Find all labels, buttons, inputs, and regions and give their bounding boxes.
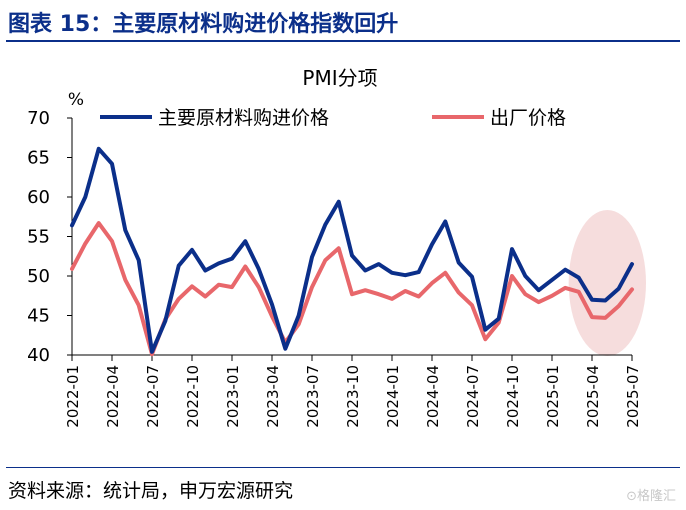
x-tick-label: 2025-07 xyxy=(624,365,642,428)
series-line xyxy=(70,221,634,357)
x-tick-label: 2023-10 xyxy=(344,365,362,428)
figure-title: 图表 15：主要原材料购进价格指数回升 xyxy=(8,12,399,37)
x-tick-label: 2022-10 xyxy=(184,365,202,428)
chart-title: PMI分项 xyxy=(302,66,377,90)
series-lines xyxy=(70,146,634,357)
x-tick-label: 2024-07 xyxy=(464,365,482,428)
x-tick-label: 2024-04 xyxy=(424,365,442,428)
title-divider xyxy=(6,40,680,42)
series-line xyxy=(70,146,634,354)
highlight-ellipse xyxy=(568,210,646,356)
x-tick-label: 2022-01 xyxy=(64,365,82,428)
legend: 主要原材料购进价格 出厂价格 xyxy=(100,107,566,129)
x-tick-label: 2023-04 xyxy=(264,365,282,428)
source-note: 资料来源：统计局，申万宏源研究 xyxy=(8,480,294,502)
x-axis: 2022-01 2022-04 2022-07 2022-10 2023-01 2023-… xyxy=(64,354,642,428)
legend-label: 主要原材料购进价格 xyxy=(158,107,329,129)
y-tick-label: 65 xyxy=(27,148,50,169)
x-tick-label: 2022-07 xyxy=(144,365,162,428)
y-unit-label: % xyxy=(68,90,84,110)
x-tick-label: 2025-04 xyxy=(584,365,602,428)
y-tick-label: 50 xyxy=(27,266,50,287)
x-tick-label: 2024-10 xyxy=(504,365,522,428)
watermark-text: 格隆汇 xyxy=(636,489,676,504)
y-axis: 40 45 50 55 60 65 70 xyxy=(27,108,73,366)
y-tick-label: 60 xyxy=(27,187,50,208)
x-tick-label: 2023-07 xyxy=(304,365,322,428)
y-tick-label: 55 xyxy=(27,227,50,248)
y-tick-label: 40 xyxy=(27,345,50,366)
y-tick-label: 70 xyxy=(27,108,50,129)
y-tick-label: 45 xyxy=(27,306,50,327)
x-tick-label: 2024-01 xyxy=(384,365,402,428)
x-tick-label: 2023-01 xyxy=(224,365,242,428)
x-tick-label: 2022-04 xyxy=(104,365,122,428)
x-tick-label: 2025-01 xyxy=(544,365,562,428)
source-divider xyxy=(6,467,680,468)
legend-label: 出厂价格 xyxy=(490,107,566,129)
watermark-logo: ⊙格隆汇 xyxy=(626,489,676,504)
